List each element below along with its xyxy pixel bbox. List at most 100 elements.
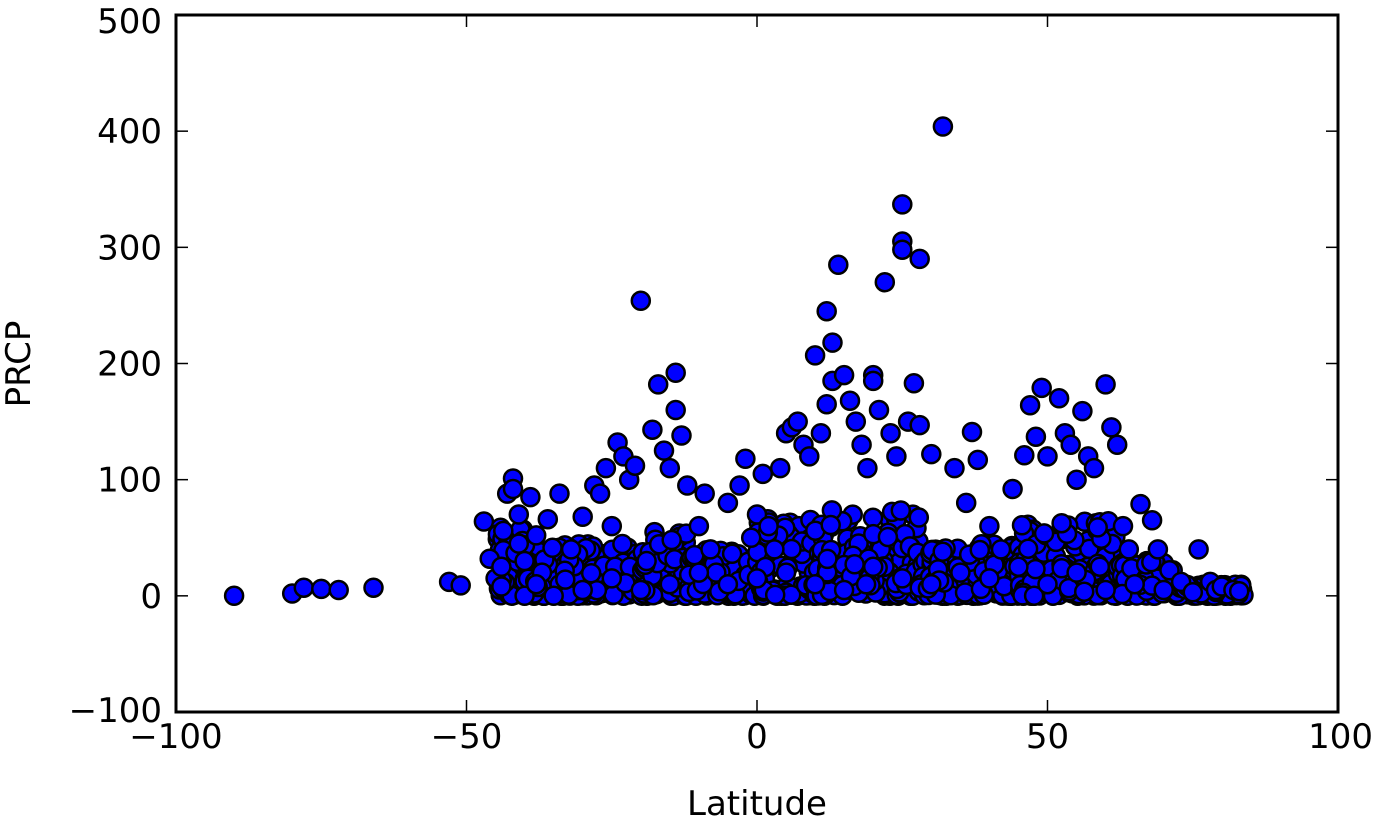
scatter-point — [580, 563, 602, 584]
scatter-point — [1023, 585, 1045, 606]
scatter-point — [961, 421, 983, 443]
y-tick-label: 300 — [97, 228, 162, 268]
scatter-point — [921, 573, 942, 595]
scatter-point — [589, 483, 611, 504]
scatter-point — [630, 290, 652, 312]
scatter-point — [1112, 515, 1134, 537]
scatter-point — [688, 515, 710, 537]
scatter-point — [857, 457, 878, 479]
scatter-point — [1095, 374, 1116, 395]
scatter-point — [328, 579, 349, 601]
scatter-point — [740, 527, 762, 549]
scatter-point — [955, 492, 977, 514]
scatter-point — [537, 508, 559, 530]
scatter-point — [624, 455, 646, 476]
scatter-point — [810, 422, 832, 444]
scatter-point — [311, 578, 332, 600]
y-tick-label: 200 — [97, 345, 162, 385]
scatter-point — [642, 419, 663, 440]
scatter-point — [862, 370, 884, 392]
scatter-point — [473, 511, 495, 532]
x-tick-label: 0 — [746, 717, 768, 757]
scatter-point — [601, 515, 623, 537]
scatter-point — [543, 585, 564, 607]
scatter-point — [880, 422, 901, 444]
scatter-point — [845, 411, 867, 432]
scatter-point — [844, 554, 865, 575]
scatter-point — [1118, 539, 1140, 560]
scatter-point — [1072, 400, 1093, 422]
scatter-point — [1073, 581, 1095, 602]
scatter-point — [909, 414, 930, 436]
scatter-point — [1008, 556, 1029, 578]
scatter-point — [752, 463, 774, 485]
scatter-point — [746, 568, 768, 589]
scatter-point — [520, 486, 541, 508]
scatter-point — [525, 525, 547, 546]
scatter-point — [630, 579, 652, 601]
scatter-point — [990, 539, 1012, 560]
scatter-point — [781, 538, 802, 560]
scatter-point — [493, 520, 514, 542]
scatter-point — [549, 483, 570, 504]
scatter-point — [886, 446, 907, 467]
scatter-point — [572, 506, 593, 528]
scatter-point — [636, 550, 657, 572]
scatter-point — [700, 539, 721, 560]
x-tick-label: −50 — [431, 717, 503, 757]
scatter-point — [1228, 580, 1250, 602]
scatter-point — [804, 345, 826, 366]
scatter-point — [1101, 417, 1122, 438]
scatter-point — [969, 539, 991, 561]
scatter-point — [820, 514, 841, 536]
scatter-point — [833, 579, 855, 601]
scatter-point — [944, 457, 965, 479]
scatter-point — [688, 562, 710, 583]
scatter-point — [1124, 573, 1145, 595]
scatter-point — [892, 194, 913, 215]
scatter-point — [717, 573, 739, 595]
scatter-point — [1087, 517, 1108, 538]
scatter-point — [721, 543, 743, 565]
scatter-point — [1031, 377, 1052, 399]
scatter-point — [1011, 515, 1033, 536]
scatter-point — [1089, 556, 1111, 577]
y-axis-ticks: −100 0 100 200 300 400 500 — [69, 2, 1338, 731]
scatter-point — [769, 457, 791, 479]
y-tick-label: −100 — [69, 691, 162, 731]
scatter-point — [799, 446, 820, 467]
scatter-point — [694, 483, 715, 504]
scatter-point — [572, 579, 593, 601]
scatter-point — [1106, 434, 1128, 456]
scatter-point — [1066, 469, 1087, 490]
scatter-point — [932, 116, 954, 137]
scatter-point — [828, 254, 849, 276]
scatter-point — [816, 300, 837, 322]
scatter-point — [839, 390, 861, 411]
scatter-point — [647, 374, 669, 395]
y-axis-label: PRCP — [0, 321, 39, 408]
scatter-point — [967, 449, 989, 471]
scatter-point — [764, 584, 786, 606]
scatter-point — [1037, 446, 1058, 467]
scatter-point — [665, 399, 686, 421]
scatter-point — [1182, 582, 1204, 603]
scatter-point — [833, 364, 855, 386]
scatter-point — [764, 539, 785, 560]
scatter-point — [890, 500, 912, 521]
scatter-point — [851, 434, 872, 456]
scatter-point — [491, 576, 512, 597]
scatter-point — [293, 577, 315, 598]
scatter-point — [1130, 493, 1151, 515]
data-points — [223, 116, 1250, 607]
scatter-point — [892, 568, 913, 589]
y-tick-label: 500 — [97, 2, 162, 42]
scatter-point — [1017, 538, 1039, 559]
scatter-point — [502, 478, 524, 500]
scatter-point — [514, 550, 535, 572]
scatter-point — [877, 526, 899, 548]
scatter-point — [612, 533, 633, 555]
scatter-point — [908, 507, 930, 528]
scatter-point — [1025, 426, 1047, 447]
scatter-point — [1095, 579, 1116, 601]
